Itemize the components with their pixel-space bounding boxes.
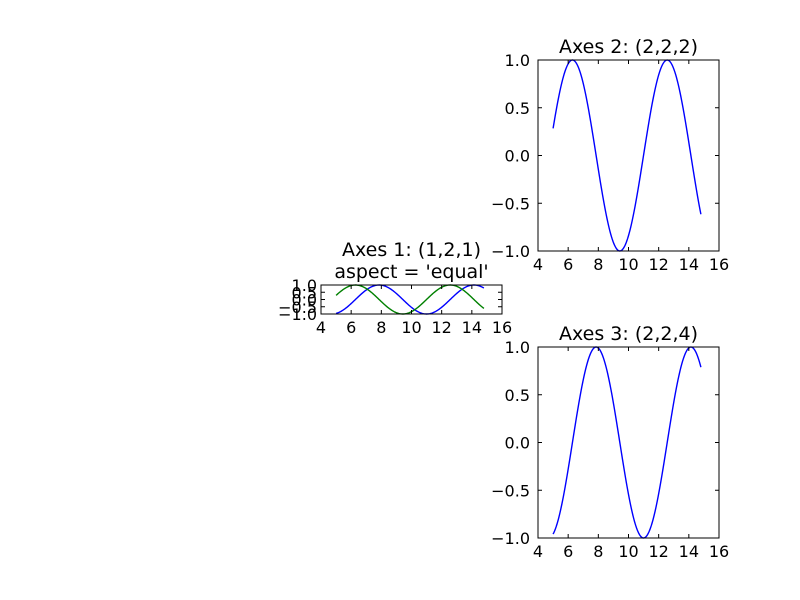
ax3-ytick-label: 0.0 (505, 434, 530, 453)
ax1-xtick-label: 8 (376, 318, 386, 337)
ax3-ytick-label: 1.0 (505, 338, 530, 357)
ax1-xtick-label: 12 (431, 318, 451, 337)
ax3-ytick-label: −0.5 (491, 481, 530, 500)
ax1-ytick-label: −1.0 (278, 305, 317, 324)
ax2-xtick-label: 14 (679, 255, 699, 274)
ax3-xtick-label: 12 (648, 542, 668, 561)
ax1-xtick-label: 10 (401, 318, 421, 337)
ax2-title-line: Axes 2: (2,2,2) (559, 36, 698, 58)
ax3-xtick-label: 4 (533, 542, 543, 561)
ax2-frame (537, 59, 720, 252)
ax1-series-blue-line (335, 284, 485, 315)
ax3-ytick-label: −1.0 (491, 529, 530, 548)
ax2-ytick-label: −1.0 (491, 242, 530, 261)
ax2-xtick-label: 4 (533, 255, 543, 274)
ax3-ytick-label: 0.5 (505, 386, 530, 405)
ax1-title-line: aspect = 'equal' (334, 261, 488, 283)
ax3-xtick-label: 8 (593, 542, 603, 561)
ax3-frame (537, 346, 720, 539)
ax1-ytick-label: −0.5 (278, 298, 317, 317)
ax2-axes: 4 6 8 10 12 14 16 −1.0 −0.5 0.0 0.5 1.0 Axes 2: (2,2… (491, 36, 729, 274)
ax2-xtick-label: 16 (709, 255, 729, 274)
ax1-xtick-label: 6 (346, 318, 356, 337)
ax1-xtick-label: 14 (462, 318, 482, 337)
ax3-xtick-label: 14 (679, 542, 699, 561)
ax2-ytick-label: −0.5 (491, 194, 530, 213)
ax3-series-blue-line (552, 346, 702, 539)
ax2-xtick-label: 6 (563, 255, 573, 274)
ax1-title-line: Axes 1: (1,2,1) (342, 239, 481, 261)
ax2-ytick-label: 1.0 (505, 51, 530, 70)
ax1-ytick-label: 0.5 (292, 283, 317, 302)
ax2-series-blue-line (552, 59, 702, 252)
ax1-xtick-label: 4 (316, 318, 326, 337)
ax2-xtick-label: 10 (618, 255, 638, 274)
ax3-axes: 4 6 8 10 12 14 16 −1.0 −0.5 0.0 0.5 1.0 Axes 3: (2,2… (491, 323, 729, 561)
ax1-series-green-line (335, 284, 485, 315)
ax1-ytick-label: 0.0 (292, 291, 317, 310)
ax2-xtick-label: 8 (593, 255, 603, 274)
ax2-ytick-label: 0.0 (505, 147, 530, 166)
ax3-xtick-label: 16 (709, 542, 729, 561)
ax3-xtick-label: 6 (563, 542, 573, 561)
ax3-xtick-label: 10 (618, 542, 638, 561)
ax1-axes: 4 6 8 10 12 14 16 −1.0−0.50.00.51.0 Axes 1: (1,2… (278, 239, 512, 337)
ax1-ytick-label: 1.0 (292, 276, 317, 295)
ax2-xtick-label: 12 (648, 255, 668, 274)
ax3-title-line: Axes 3: (2,2,4) (559, 323, 698, 345)
ax1-xtick-label: 16 (492, 318, 512, 337)
ax2-ytick-label: 0.5 (505, 99, 530, 118)
